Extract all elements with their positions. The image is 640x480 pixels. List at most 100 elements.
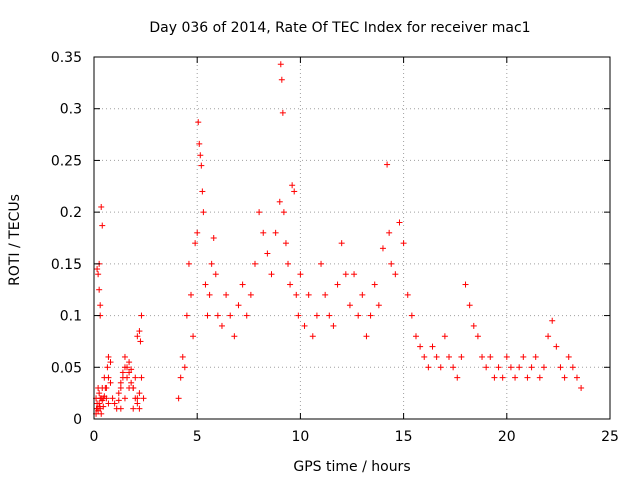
data-point xyxy=(95,271,102,278)
data-point xyxy=(107,379,114,386)
data-point xyxy=(121,353,128,360)
data-point xyxy=(483,364,490,371)
data-point xyxy=(218,322,225,329)
data-point xyxy=(474,333,481,340)
data-point xyxy=(268,271,275,278)
data-point xyxy=(404,291,411,298)
data-point xyxy=(196,140,203,147)
data-point xyxy=(466,302,473,309)
data-point xyxy=(96,286,103,293)
data-point xyxy=(454,374,461,381)
data-point xyxy=(117,405,124,412)
data-point xyxy=(188,291,195,298)
data-point xyxy=(278,76,285,83)
data-point xyxy=(412,333,419,340)
data-point xyxy=(195,119,202,126)
data-point xyxy=(400,240,407,247)
data-point xyxy=(264,250,271,257)
data-point xyxy=(138,312,145,319)
data-point xyxy=(437,364,444,371)
x-tick-label: 20 xyxy=(498,429,516,445)
data-point xyxy=(282,240,289,247)
data-point xyxy=(330,322,337,329)
data-point xyxy=(277,61,284,68)
data-point xyxy=(136,328,143,335)
y-tick-label: 0.3 xyxy=(60,102,82,118)
data-point xyxy=(117,384,124,391)
data-point xyxy=(96,390,103,397)
data-point xyxy=(223,291,230,298)
y-tick-label: 0.15 xyxy=(51,257,82,273)
data-point xyxy=(210,235,217,241)
axis-ticks: 0 5 10 15 20 25 0 0.05 0.1 0.15 0.2 0.25 0.3 0.35 xyxy=(51,50,619,445)
data-point xyxy=(363,333,370,340)
data-point xyxy=(132,374,139,381)
data-point xyxy=(285,260,292,267)
data-point xyxy=(355,312,362,319)
data-point xyxy=(126,384,133,391)
data-point xyxy=(569,364,576,371)
data-point xyxy=(359,291,366,298)
data-point xyxy=(138,374,145,381)
data-point xyxy=(446,353,453,360)
data-point xyxy=(194,229,201,236)
data-point xyxy=(181,364,188,371)
data-point xyxy=(573,374,580,381)
data-point xyxy=(367,312,374,319)
y-tick-label: 0.2 xyxy=(60,205,82,221)
grid xyxy=(94,57,610,419)
y-tick-label: 0.05 xyxy=(51,360,82,376)
data-point xyxy=(183,312,190,319)
data-point xyxy=(379,245,386,252)
data-point xyxy=(101,374,108,381)
data-point xyxy=(291,188,298,195)
data-point xyxy=(272,229,279,236)
data-point xyxy=(199,188,206,195)
data-point xyxy=(322,291,329,298)
data-point xyxy=(495,364,502,371)
data-point xyxy=(134,333,141,340)
data-point xyxy=(104,364,111,371)
chart-title: Day 036 of 2014, Rate Of TEC Index for r… xyxy=(149,20,530,36)
data-point xyxy=(524,374,531,381)
data-point xyxy=(107,359,114,366)
x-tick-label: 10 xyxy=(291,429,309,445)
data-point xyxy=(491,374,498,381)
data-point xyxy=(256,209,263,216)
y-tick-label: 0.35 xyxy=(51,50,82,66)
data-point xyxy=(227,312,234,319)
data-point xyxy=(239,281,246,288)
data-point xyxy=(130,405,137,412)
data-point xyxy=(115,397,122,404)
data-point xyxy=(305,291,312,298)
data-point xyxy=(111,400,118,407)
data-point xyxy=(97,302,104,309)
x-tick-label: 15 xyxy=(395,429,413,445)
data-point xyxy=(94,405,101,412)
data-point xyxy=(520,353,527,360)
data-point xyxy=(532,353,539,360)
data-point xyxy=(117,379,124,386)
data-point xyxy=(206,291,213,298)
data-point xyxy=(553,343,560,350)
x-tick-label: 0 xyxy=(90,429,99,445)
data-point xyxy=(441,333,448,340)
data-point xyxy=(231,333,238,340)
data-point xyxy=(338,240,345,247)
data-point xyxy=(109,395,116,402)
data-point xyxy=(197,152,204,159)
data-point xyxy=(561,374,568,381)
data-point xyxy=(192,240,199,247)
data-points xyxy=(93,61,585,417)
data-point xyxy=(251,260,258,267)
y-tick-label: 0.25 xyxy=(51,153,82,169)
data-point xyxy=(204,312,211,319)
data-point xyxy=(479,353,486,360)
x-tick-label: 25 xyxy=(601,429,619,445)
data-point xyxy=(540,364,547,371)
data-point xyxy=(433,353,440,360)
data-point xyxy=(578,384,585,391)
x-axis-label: GPS time / hours xyxy=(293,459,410,475)
data-point xyxy=(96,400,103,407)
